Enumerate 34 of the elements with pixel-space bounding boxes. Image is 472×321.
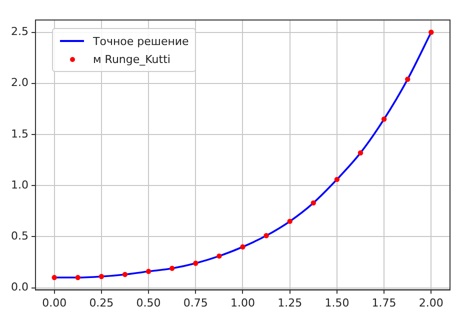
y-tick-label: 1.5	[10, 127, 28, 140]
point	[287, 218, 292, 224]
point	[75, 274, 80, 280]
point	[310, 200, 316, 206]
point	[98, 274, 104, 280]
x-tick-label: 1.75	[372, 296, 396, 310]
legend-label: м Runge_Kutti	[93, 52, 170, 66]
point	[381, 116, 387, 122]
point	[52, 274, 57, 280]
x-tick-label: 0.75	[183, 296, 208, 310]
y-tick-label: 2.0	[10, 76, 28, 90]
point	[216, 253, 222, 259]
point	[264, 233, 269, 238]
x-tick-label: 0.00	[42, 296, 67, 310]
point	[169, 266, 175, 271]
x-tick-label: 1.00	[230, 296, 255, 310]
y-tick-label: 2.5	[10, 25, 28, 38]
x-tick-label: 1.25	[278, 296, 302, 310]
y-tick-label: 0.5	[10, 230, 28, 243]
point	[334, 176, 340, 182]
x-tick-label: 0.25	[89, 296, 114, 310]
point	[146, 268, 152, 274]
point	[240, 244, 246, 250]
y-tick-label: 1.0	[10, 178, 28, 192]
x-tick-label: 1.50	[324, 296, 350, 310]
point	[428, 30, 434, 35]
x-tick-label: 2.00	[418, 296, 444, 310]
point	[122, 272, 128, 278]
point	[193, 260, 198, 266]
point	[358, 150, 364, 156]
legend-label: Точное решение	[93, 34, 189, 48]
y-tick-label: 0.0	[10, 280, 28, 294]
x-tick-label: 0.50	[136, 296, 161, 310]
point	[405, 76, 410, 82]
